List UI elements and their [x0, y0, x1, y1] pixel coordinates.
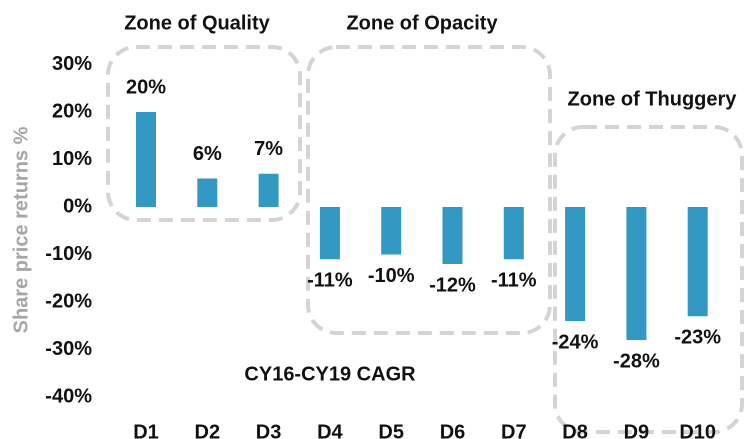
bar	[442, 207, 463, 264]
y-tick-label: -40%	[45, 385, 92, 407]
value-label: -23%	[674, 327, 721, 349]
bar	[626, 207, 647, 340]
y-tick-label: -30%	[45, 338, 92, 360]
x-tick-label: D7	[501, 421, 527, 439]
value-label: -28%	[613, 350, 660, 372]
x-tick-label: D6	[440, 421, 466, 439]
zone-box	[106, 45, 302, 222]
x-tick-label: D1	[133, 421, 159, 439]
value-label: -11%	[491, 270, 537, 292]
x-tick-label: D5	[378, 421, 404, 439]
bar	[381, 207, 402, 255]
value-label: 7%	[254, 138, 283, 160]
annotation: Zone of Quality	[124, 12, 270, 34]
zone-box	[306, 45, 552, 335]
bar	[503, 207, 524, 260]
x-tick-label: D9	[624, 421, 650, 439]
y-tick-label: 30%	[52, 53, 92, 75]
value-label: 20%	[126, 76, 166, 98]
value-label: -24%	[552, 331, 599, 353]
value-label: 6%	[193, 143, 222, 165]
annotation: Zone of Opacity	[346, 12, 498, 34]
bar	[258, 173, 279, 207]
value-label: -10%	[368, 265, 415, 287]
x-tick-label: D4	[317, 421, 343, 439]
value-label: -11%	[307, 270, 353, 292]
annotation: CY16-CY19 CAGR	[244, 363, 416, 385]
bar	[197, 178, 218, 207]
x-tick-label: D10	[679, 421, 716, 439]
bar	[687, 207, 708, 317]
y-tick-label: 0%	[63, 195, 92, 217]
y-tick-label: -10%	[45, 243, 92, 265]
x-tick-label: D8	[562, 421, 588, 439]
bar	[319, 207, 340, 260]
x-tick-label: D3	[256, 421, 282, 439]
value-label: -12%	[429, 274, 476, 296]
y-axis-label: Share price returns %	[10, 126, 32, 333]
y-tick-label: -20%	[45, 290, 92, 312]
bar	[136, 112, 156, 207]
y-tick-label: 20%	[52, 100, 92, 122]
bar	[565, 207, 586, 321]
y-tick-label: 10%	[52, 148, 92, 170]
x-tick-label: D2	[195, 421, 221, 439]
annotation: Zone of Thuggery	[568, 88, 738, 110]
zone-box	[553, 125, 744, 434]
